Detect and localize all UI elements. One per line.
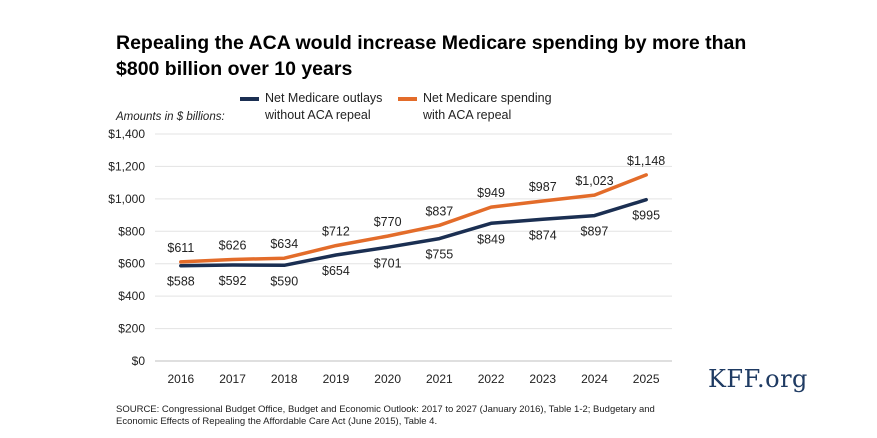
- y-tick-label-1000: $1,000: [108, 192, 145, 206]
- y-tick-label-200: $200: [118, 322, 145, 336]
- data-label-1-2021: $837: [425, 204, 453, 218]
- data-label-1-2023: $987: [529, 180, 557, 194]
- chart-title: Repealing the ACA would increase Medicar…: [116, 32, 747, 80]
- x-tick-label-2016: 2016: [167, 372, 194, 386]
- x-tick-label-2019: 2019: [323, 372, 350, 386]
- y-tick-label-1400: $1,400: [108, 127, 145, 141]
- data-label-0-2021: $755: [425, 248, 453, 262]
- x-tick-label-2022: 2022: [478, 372, 505, 386]
- legend-swatch-without-repeal: [240, 97, 259, 101]
- data-label-0-2018: $590: [270, 274, 298, 288]
- data-label-0-2016: $588: [167, 275, 195, 289]
- y-tick-label-0: $0: [132, 354, 146, 368]
- data-label-0-2022: $849: [477, 232, 505, 246]
- series-line-1: [179, 173, 648, 264]
- data-label-0-2024: $897: [581, 225, 609, 239]
- data-label-1-2025: $1,148: [627, 154, 665, 168]
- x-tick-label-2018: 2018: [271, 372, 298, 386]
- data-label-1-2016: $611: [167, 241, 194, 255]
- legend-swatch-with-repeal: [398, 97, 417, 101]
- source-note: SOURCE: Congressional Budget Office, Bud…: [116, 404, 655, 427]
- x-tick-label-2020: 2020: [374, 372, 401, 386]
- data-label-1-2020: $770: [374, 215, 402, 229]
- data-label-1-2018: $634: [270, 237, 298, 251]
- y-tick-label-400: $400: [118, 289, 145, 303]
- legend-label-without-repeal: Net Medicare outlays without ACA repeal: [265, 91, 383, 122]
- data-label-1-2019: $712: [322, 225, 350, 239]
- y-axis-units-label: Amounts in $ billions:: [116, 111, 225, 123]
- x-tick-label-2024: 2024: [581, 372, 608, 386]
- series-line-0: [179, 197, 648, 268]
- data-label-0-2025: $995: [632, 209, 660, 223]
- kff-logo: KFF.org: [708, 365, 808, 393]
- y-tick-label-600: $600: [118, 257, 145, 271]
- x-tick-label-2021: 2021: [426, 372, 453, 386]
- data-label-0-2020: $701: [374, 256, 402, 270]
- x-tick-label-2025: 2025: [633, 372, 660, 386]
- legend-label-with-repeal: Net Medicare spending with ACA repeal: [423, 91, 552, 122]
- x-tick-label-2017: 2017: [219, 372, 246, 386]
- y-tick-label-800: $800: [118, 224, 145, 238]
- data-label-0-2019: $654: [322, 264, 350, 278]
- data-label-1-2022: $949: [477, 186, 505, 200]
- data-label-1-2024: $1,023: [575, 174, 613, 188]
- data-label-0-2023: $874: [529, 228, 557, 242]
- y-tick-label-1200: $1,200: [108, 159, 145, 173]
- data-label-1-2017: $626: [219, 238, 247, 252]
- data-label-0-2017: $592: [219, 274, 247, 288]
- x-tick-label-2023: 2023: [529, 372, 556, 386]
